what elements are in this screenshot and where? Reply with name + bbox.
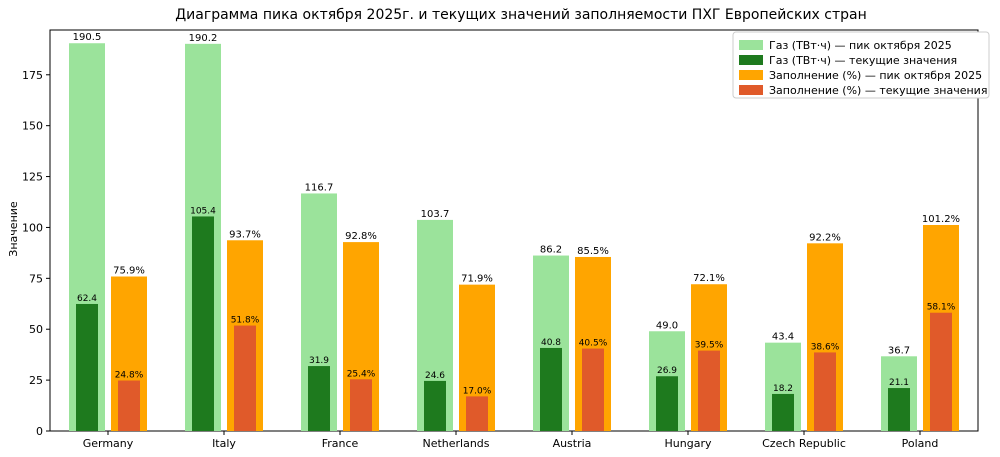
legend-swatch (739, 85, 763, 95)
data-label: 190.2 (189, 33, 218, 44)
data-label: 24.6 (425, 371, 445, 381)
data-label: 17.0% (463, 386, 492, 396)
bar (308, 366, 330, 431)
data-label: 71.9% (461, 274, 493, 285)
bar (76, 303, 98, 431)
x-tick-label: Czech Republic (762, 437, 846, 450)
legend-entry: Газ (ТВт·ч) — текущие значения (769, 54, 957, 67)
x-tick-label: Italy (212, 437, 236, 450)
y-tick-label: 175 (22, 69, 43, 82)
data-label: 51.8% (231, 316, 260, 326)
y-axis-label: Значение (7, 201, 20, 257)
y-tick-label: 150 (22, 120, 43, 133)
legend-swatch (739, 55, 763, 65)
data-label: 101.2% (922, 214, 960, 225)
legend: Газ (ТВт·ч) — пик октября 2025 Газ (ТВт·ч… (732, 31, 990, 99)
data-label: 103.7 (421, 209, 450, 220)
bar (930, 312, 952, 431)
plot-frame (49, 29, 979, 432)
data-label: 21.1 (889, 378, 909, 388)
bar (192, 216, 214, 431)
data-label: 93.7% (229, 229, 261, 240)
bar (424, 380, 446, 431)
data-label: 58.1% (927, 303, 956, 313)
chart-title: Диаграмма пика октября 2025г. и текущих … (175, 7, 867, 23)
legend-entry: Заполнение (%) — пик октября 2025 (769, 69, 982, 82)
data-label: 92.8% (345, 231, 377, 242)
bar (350, 379, 372, 431)
bar (582, 348, 604, 431)
bar (698, 350, 720, 431)
bar (466, 396, 488, 431)
bar (814, 352, 836, 431)
data-label: 40.8 (541, 338, 561, 348)
data-label: 86.2 (540, 245, 562, 256)
bar (234, 325, 256, 431)
x-tick-label: Hungary (665, 437, 712, 450)
data-label: 190.5 (73, 32, 102, 43)
legend-box (732, 31, 990, 99)
bar (656, 376, 678, 431)
x-tick-label: Germany (83, 437, 134, 450)
data-label: 40.5% (579, 339, 608, 349)
x-tick-label: Poland (902, 437, 939, 450)
y-tick-label: 25 (29, 374, 43, 387)
data-label: 25.4% (347, 369, 376, 379)
legend-entry: Газ (ТВт·ч) — пик октября 2025 (769, 39, 952, 52)
data-label: 72.1% (693, 273, 725, 284)
data-label: 31.9 (309, 356, 329, 366)
y-tick-label: 0 (36, 425, 43, 438)
data-label: 49.0 (656, 320, 678, 331)
plot-area: 0 25 50 75 100 125 150 175 Germany 190.5 62.4 75.9%… (22, 29, 979, 450)
y-tick-label: 125 (22, 171, 43, 184)
x-tick-label: Netherlands (422, 437, 489, 450)
data-label: 26.9 (657, 366, 677, 376)
x-tick-label: Austria (553, 437, 592, 450)
bar (772, 393, 794, 431)
bar (118, 380, 140, 431)
data-label: 62.4 (77, 294, 97, 304)
data-label: 18.2 (773, 384, 793, 394)
data-label: 75.9% (113, 266, 145, 277)
legend-swatch (739, 70, 763, 80)
data-label: 24.8% (115, 371, 144, 381)
legend-swatch (739, 40, 763, 50)
y-tick-label: 100 (22, 221, 43, 234)
bar (540, 347, 562, 431)
data-label: 116.7 (305, 182, 334, 193)
data-label: 39.5% (695, 341, 724, 351)
bar (888, 388, 910, 431)
data-label: 92.2% (809, 232, 841, 243)
legend-entry: Заполнение (%) — текущие значения (769, 84, 987, 97)
y-tick-label: 50 (29, 323, 43, 336)
data-label: 43.4 (772, 332, 794, 343)
data-label: 38.6% (811, 342, 840, 352)
data-label: 105.4 (190, 206, 216, 216)
data-label: 36.7 (888, 345, 910, 356)
data-label: 85.5% (577, 246, 609, 257)
x-tick-label: France (322, 437, 359, 450)
y-tick-label: 75 (29, 272, 43, 285)
